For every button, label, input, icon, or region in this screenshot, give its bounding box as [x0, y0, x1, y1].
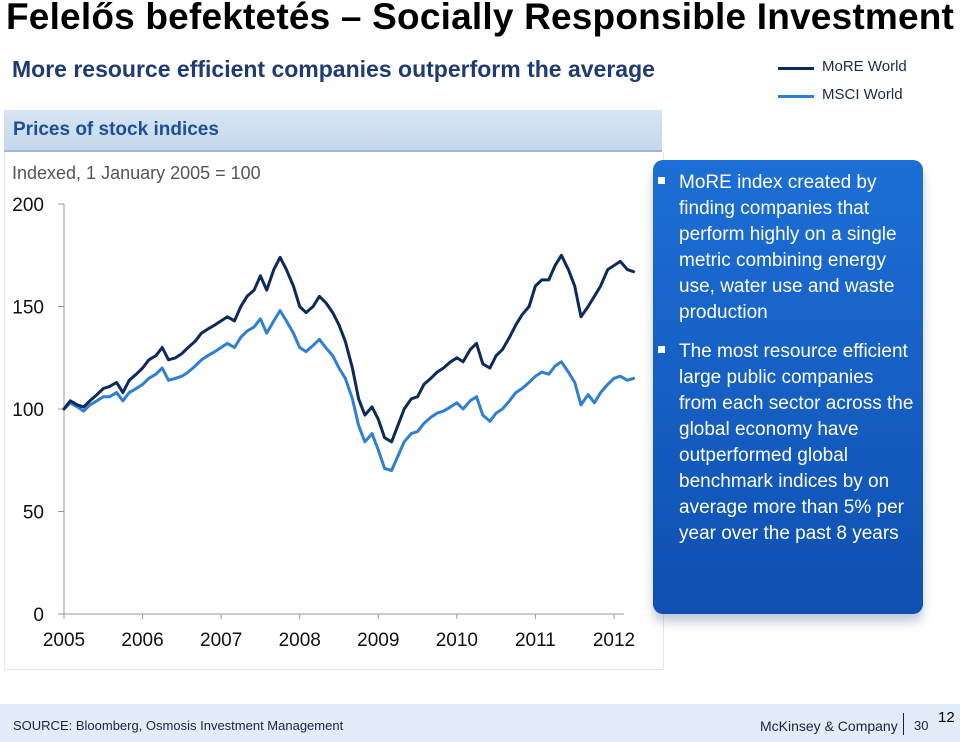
legend-label-more-world: MoRE World: [822, 58, 907, 75]
inner-page-number: 30: [914, 718, 929, 733]
chart-panel-header: Prices of stock indices: [4, 110, 662, 152]
x-tick-label: 2009: [357, 630, 399, 651]
y-tick-label: 100: [12, 400, 44, 421]
callout-bullet-2: The most resource efficient large public…: [658, 339, 914, 547]
x-tick-label: 2010: [436, 630, 478, 651]
x-tick-label: 2008: [279, 630, 321, 651]
y-tick-label: 200: [12, 195, 44, 216]
legend-item-more-world: MoRE World: [778, 58, 958, 86]
callout-bullet-2-text: The most resource efficient large public…: [679, 341, 914, 544]
chart-subtitle: Indexed, 1 January 2005 = 100: [12, 163, 261, 183]
slide-number: 12: [938, 709, 955, 726]
company-name: McKinsey & Company: [760, 718, 898, 734]
chart-legend: MoRE World MSCI World: [778, 58, 958, 114]
bullet-marker: [658, 346, 665, 353]
slide-subtitle: More resource efficient companies outper…: [12, 56, 655, 82]
source-note: SOURCE: Bloomberg, Osmosis Investment Ma…: [13, 718, 344, 733]
x-tick-label: 2005: [43, 630, 85, 651]
legend-swatch-msci-world: [778, 95, 814, 98]
chart-panel-title: Prices of stock indices: [13, 119, 219, 140]
legend-item-msci-world: MSCI World: [778, 86, 958, 114]
footer-separator: [903, 713, 904, 735]
series-line-msci-world: [62, 309, 636, 472]
bullet-marker: [658, 177, 665, 184]
line-chart: Indexed, 1 January 2005 = 100 0 50 100 150 20…: [12, 163, 636, 651]
legend-label-msci-world: MSCI World: [822, 86, 903, 103]
x-tick-label: 2011: [515, 630, 556, 651]
series-line-more-world: [62, 253, 636, 444]
slide-title: Felelős befektetés – Socially Responsibl…: [6, 0, 955, 37]
x-tick-label: 2012: [593, 630, 635, 651]
x-tick-label: 2007: [200, 630, 242, 651]
callout-bullet-1: MoRE index created by finding companies …: [658, 170, 914, 326]
legend-swatch-more-world: [778, 67, 814, 70]
slide-footer: SOURCE: Bloomberg, Osmosis Investment Ma…: [0, 704, 960, 742]
x-tick-label: 2006: [121, 630, 163, 651]
y-tick-label: 50: [23, 503, 44, 524]
y-tick-label: 0: [33, 605, 44, 626]
y-tick-label: 150: [12, 298, 44, 319]
callout-bullet-1-text: MoRE index created by finding companies …: [679, 172, 897, 323]
callout-box: MoRE index created by finding companies …: [653, 160, 923, 614]
